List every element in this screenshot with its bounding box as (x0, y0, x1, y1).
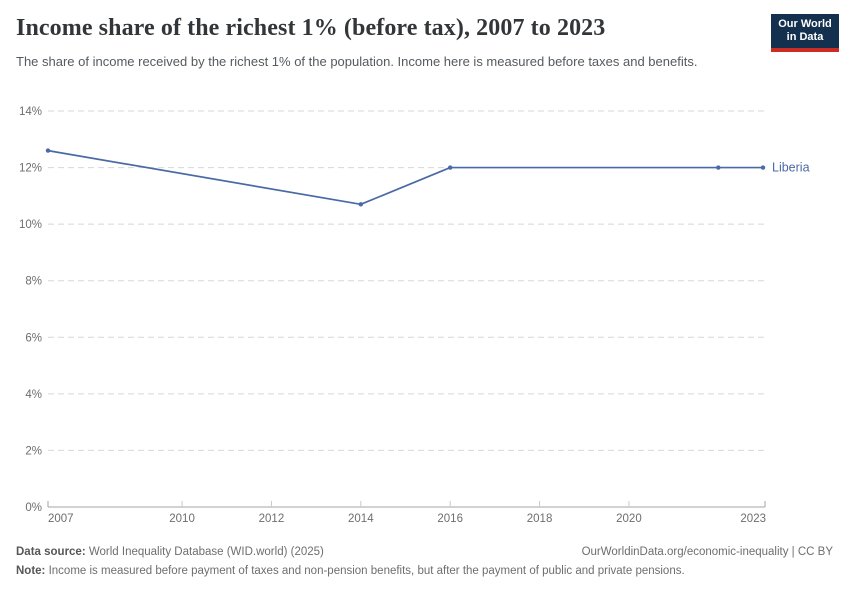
chart-title: Income share of the richest 1% (before t… (16, 15, 606, 41)
note-label: Note: (16, 565, 46, 577)
entity-label-liberia[interactable]: Liberia (772, 161, 810, 175)
data-point-liberia-2016[interactable] (447, 165, 453, 170)
y-tick-label: 12% (19, 163, 42, 175)
y-tick-label: 0% (25, 502, 42, 514)
data-source-line: Data source: World Inequality Database (… (16, 546, 324, 558)
y-tick-label: 4% (25, 389, 42, 401)
data-source-text: World Inequality Database (WID.world) (2… (85, 546, 324, 558)
chart-footer: Data source: World Inequality Database (… (16, 546, 833, 577)
x-tick-label: 2023 (740, 513, 766, 525)
x-tick-label: 2020 (616, 513, 642, 525)
x-tick-label: 2016 (437, 513, 463, 525)
x-tick-label: 2007 (48, 513, 74, 525)
data-source-label: Data source: (16, 546, 86, 558)
series-line-liberia[interactable] (47, 149, 764, 206)
y-tick-label: 10% (19, 219, 42, 231)
owid-logo-line2: in Data (786, 31, 824, 43)
data-point-liberia-2007[interactable] (45, 148, 51, 153)
owid-logo-line1: Our World (778, 18, 832, 30)
chart-subtitle: The share of income received by the rich… (16, 54, 698, 69)
x-tick-label: 2018 (527, 513, 553, 525)
y-tick-label: 14% (19, 106, 42, 118)
data-point-liberia-2022[interactable] (716, 165, 721, 170)
note-line: Note: Income is measured before payment … (16, 565, 833, 577)
x-tick-label: 2014 (348, 513, 374, 525)
owid-logo[interactable]: Our World in Data (771, 14, 839, 52)
y-tick-label: 6% (25, 332, 42, 344)
x-tick-label: 2012 (259, 513, 285, 525)
data-point-liberia-2014[interactable] (358, 202, 364, 207)
owid-url-link[interactable]: OurWorldinData.org/economic-inequality |… (581, 546, 833, 558)
y-tick-label: 2% (25, 445, 42, 457)
data-point-liberia-2023[interactable] (760, 165, 766, 170)
note-text: Income is measured before payment of tax… (45, 565, 685, 577)
y-tick-label: 8% (25, 276, 42, 288)
x-tick-label: 2010 (169, 513, 195, 525)
